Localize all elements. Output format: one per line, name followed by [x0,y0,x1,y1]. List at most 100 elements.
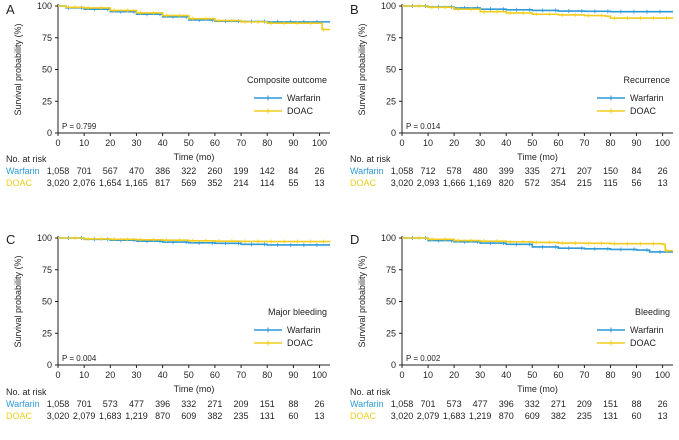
x-tick-label: 70 [236,370,246,380]
panel-title: Bleeding [635,307,670,317]
risk-value: 609 [525,411,540,421]
x-tick-label: 90 [288,138,298,148]
x-tick-label: 10 [79,138,89,148]
y-tick-label: 75 [386,33,396,43]
risk-table-header: No. at risk [350,387,391,397]
risk-value: 84 [288,166,298,176]
risk-value: 235 [577,411,592,421]
risk-value: 1,654 [99,178,122,188]
risk-value: 572 [525,178,540,188]
x-tick-label: 50 [184,138,194,148]
x-tick-label: 50 [527,370,537,380]
risk-row-label-doac: DOAC [350,411,377,421]
x-tick-label: 50 [527,138,537,148]
risk-row-label-doac: DOAC [350,178,377,188]
risk-value: 13 [658,178,668,188]
risk-value: 235 [234,411,249,421]
legend-label: DOAC [287,106,314,116]
risk-value: 56 [632,178,642,188]
risk-value: 209 [234,399,249,409]
x-tick-label: 50 [184,370,194,380]
panel-letter: D [350,232,359,247]
panel-letter: A [6,2,15,17]
p-value: P = 0.002 [406,354,441,363]
legend-label: Warfarin [630,325,664,335]
risk-value: 26 [315,399,325,409]
risk-table-header: No. at risk [350,154,391,164]
risk-value: 209 [577,399,592,409]
panel-d: D 0 25 50 75 100 0 10 20 30 40 50 60 70 80 90 100 Time (m… [350,232,673,421]
y-tick-label: 25 [386,328,396,338]
x-tick-label: 30 [131,138,141,148]
y-tick-label: 25 [42,328,52,338]
y-tick-label: 100 [37,1,52,11]
x-tick-label: 70 [579,370,589,380]
risk-value: 1,058 [47,166,70,176]
risk-value: 817 [155,178,170,188]
risk-value: 1,169 [469,178,492,188]
x-tick-label: 0 [55,138,60,148]
risk-value: 870 [499,411,514,421]
risk-value: 13 [315,411,325,421]
x-tick-label: 70 [579,138,589,148]
x-tick-label: 60 [553,370,563,380]
risk-value: 271 [551,399,566,409]
x-tick-label: 20 [449,370,459,380]
risk-value: 151 [260,399,275,409]
risk-value: 2,076 [73,178,96,188]
legend-label: Warfarin [287,325,321,335]
risk-value: 352 [207,178,222,188]
risk-value: 573 [103,399,118,409]
y-tick-label: 75 [42,265,52,275]
x-axis-label: Time (mo) [517,152,558,162]
risk-row-label-doac: DOAC [6,178,33,188]
x-tick-label: 100 [312,370,327,380]
x-axis-label: Time (mo) [174,152,215,162]
panel-letter: B [350,2,359,17]
risk-value: 88 [632,399,642,409]
y-tick-label: 50 [42,297,52,307]
risk-value: 1,666 [443,178,466,188]
risk-value: 26 [658,166,668,176]
y-tick-label: 75 [42,33,52,43]
x-tick-label: 90 [632,370,642,380]
risk-value: 60 [632,411,642,421]
risk-value: 701 [77,166,92,176]
legend-label: DOAC [630,106,657,116]
x-tick-label: 90 [288,370,298,380]
risk-value: 382 [207,411,222,421]
x-tick-label: 0 [399,370,404,380]
risk-value: 573 [447,399,462,409]
risk-value: 3,020 [391,411,414,421]
panel-c: C 0 25 50 75 100 0 10 20 30 40 50 60 70 80 90 100 Time (m… [6,232,331,421]
risk-value: 1,058 [47,399,70,409]
risk-value: 207 [577,166,592,176]
risk-value: 396 [155,399,170,409]
x-tick-label: 20 [105,138,115,148]
risk-value: 477 [473,399,488,409]
x-tick-label: 30 [131,370,141,380]
risk-value: 820 [499,178,514,188]
risk-value: 199 [234,166,249,176]
risk-value: 870 [155,411,170,421]
y-tick-label: 50 [386,297,396,307]
x-tick-label: 80 [605,138,615,148]
risk-value: 332 [525,399,540,409]
y-axis-label: Survival probability (%) [357,23,367,115]
y-tick-label: 50 [386,65,396,75]
risk-value: 322 [181,166,196,176]
x-tick-label: 30 [475,138,485,148]
legend-label: Warfarin [287,93,321,103]
risk-value: 13 [315,178,325,188]
x-tick-label: 100 [312,138,327,148]
risk-value: 88 [288,399,298,409]
risk-value: 567 [103,166,118,176]
x-tick-label: 100 [655,370,670,380]
risk-value: 13 [658,411,668,421]
risk-value: 260 [207,166,222,176]
risk-table-header: No. at risk [6,154,47,164]
panel-letter: C [6,232,15,247]
x-tick-label: 20 [105,370,115,380]
x-tick-label: 40 [501,138,511,148]
risk-value: 131 [260,411,275,421]
